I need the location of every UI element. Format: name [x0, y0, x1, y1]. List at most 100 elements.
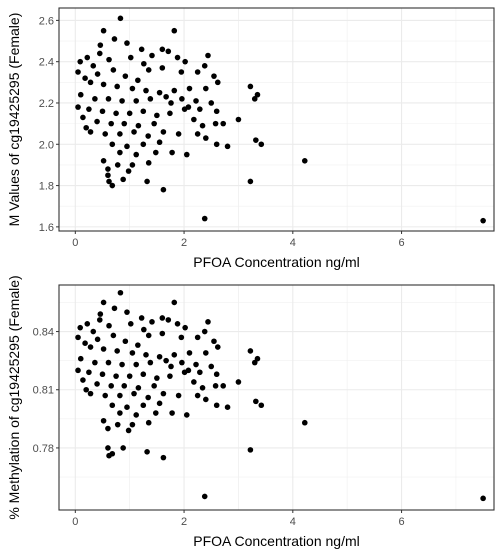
data-point: [178, 334, 185, 341]
data-point: [80, 114, 86, 121]
data-point: [220, 383, 227, 389]
data-point: [171, 299, 178, 306]
data-point: [105, 172, 111, 179]
x-tick-label: 0: [72, 516, 78, 528]
data-point: [99, 371, 106, 378]
data-point: [208, 100, 215, 106]
data-point: [119, 361, 125, 368]
data-point: [145, 394, 151, 401]
data-point: [129, 85, 136, 92]
data-point: [92, 96, 98, 102]
data-point: [105, 359, 112, 366]
data-point: [133, 361, 140, 368]
data-point: [156, 400, 163, 407]
data-point: [194, 131, 201, 137]
data-point: [211, 338, 217, 345]
data-point: [114, 348, 120, 354]
data-point: [247, 178, 254, 185]
x-tick-label: 4: [290, 237, 296, 249]
data-point: [168, 363, 174, 370]
data-point: [138, 46, 145, 53]
data-point: [106, 322, 112, 329]
data-point: [106, 56, 112, 63]
data-point: [199, 122, 206, 129]
data-point: [133, 98, 140, 104]
data-point: [145, 419, 152, 426]
data-point: [145, 332, 152, 339]
data-point: [127, 54, 134, 61]
data-point: [141, 60, 147, 67]
data-point: [168, 100, 174, 106]
data-point: [138, 315, 145, 321]
y-tick-label: 0.84: [33, 327, 54, 339]
data-point: [140, 141, 147, 148]
data-point: [87, 129, 94, 135]
data-point: [117, 15, 124, 22]
data-point: [80, 377, 86, 383]
data-point: [171, 87, 178, 94]
x-tick-label: 2: [181, 516, 187, 528]
data-point: [169, 410, 175, 416]
data-point: [149, 52, 155, 59]
data-point: [145, 67, 152, 73]
data-point: [159, 315, 166, 321]
data-point: [251, 359, 258, 366]
data-point: [135, 122, 142, 129]
data-point: [86, 369, 92, 376]
data-point: [480, 217, 486, 224]
data-point: [117, 289, 124, 296]
data-point: [135, 342, 141, 348]
data-point: [83, 124, 89, 131]
data-point: [144, 178, 150, 185]
data-point: [203, 396, 209, 403]
data-point: [212, 383, 219, 389]
data-point: [186, 350, 193, 356]
data-point: [124, 309, 130, 315]
data-point: [247, 447, 254, 453]
data-point: [86, 106, 92, 112]
data-point: [145, 133, 151, 139]
data-point: [75, 367, 81, 374]
data-point: [175, 392, 182, 399]
data-point: [83, 386, 89, 393]
data-point: [117, 410, 123, 416]
data-point: [193, 361, 199, 368]
data-point: [254, 355, 261, 362]
data-point: [124, 143, 130, 150]
data-point: [105, 425, 111, 432]
data-point: [126, 110, 133, 117]
data-point: [167, 373, 173, 379]
data-point: [258, 141, 265, 148]
data-point: [224, 404, 231, 410]
data-point: [480, 495, 486, 502]
data-point: [96, 50, 103, 57]
data-point: [147, 359, 154, 366]
data-point: [140, 371, 147, 378]
data-point: [141, 326, 147, 333]
data-point: [113, 373, 119, 379]
data-point: [87, 390, 94, 397]
data-point: [194, 69, 201, 75]
data-point: [75, 69, 81, 75]
data-point: [201, 63, 208, 69]
data-point: [94, 336, 101, 343]
data-point: [117, 149, 123, 156]
data-point: [201, 328, 208, 335]
data-point: [97, 42, 104, 48]
data-point: [160, 390, 167, 397]
data-point: [90, 63, 97, 69]
y-tick-label: 2.2: [39, 98, 54, 110]
data-point: [160, 186, 167, 193]
plot-background: [59, 285, 494, 510]
data-point: [121, 383, 128, 389]
data-point: [160, 454, 167, 461]
data-point: [258, 402, 265, 409]
data-point: [131, 129, 137, 135]
y-tick-label: 2.6: [39, 15, 54, 27]
data-point: [97, 311, 104, 317]
plot-background: [59, 8, 494, 231]
data-point: [111, 36, 118, 42]
x-tick-label: 6: [399, 237, 405, 249]
data-point: [224, 143, 231, 150]
